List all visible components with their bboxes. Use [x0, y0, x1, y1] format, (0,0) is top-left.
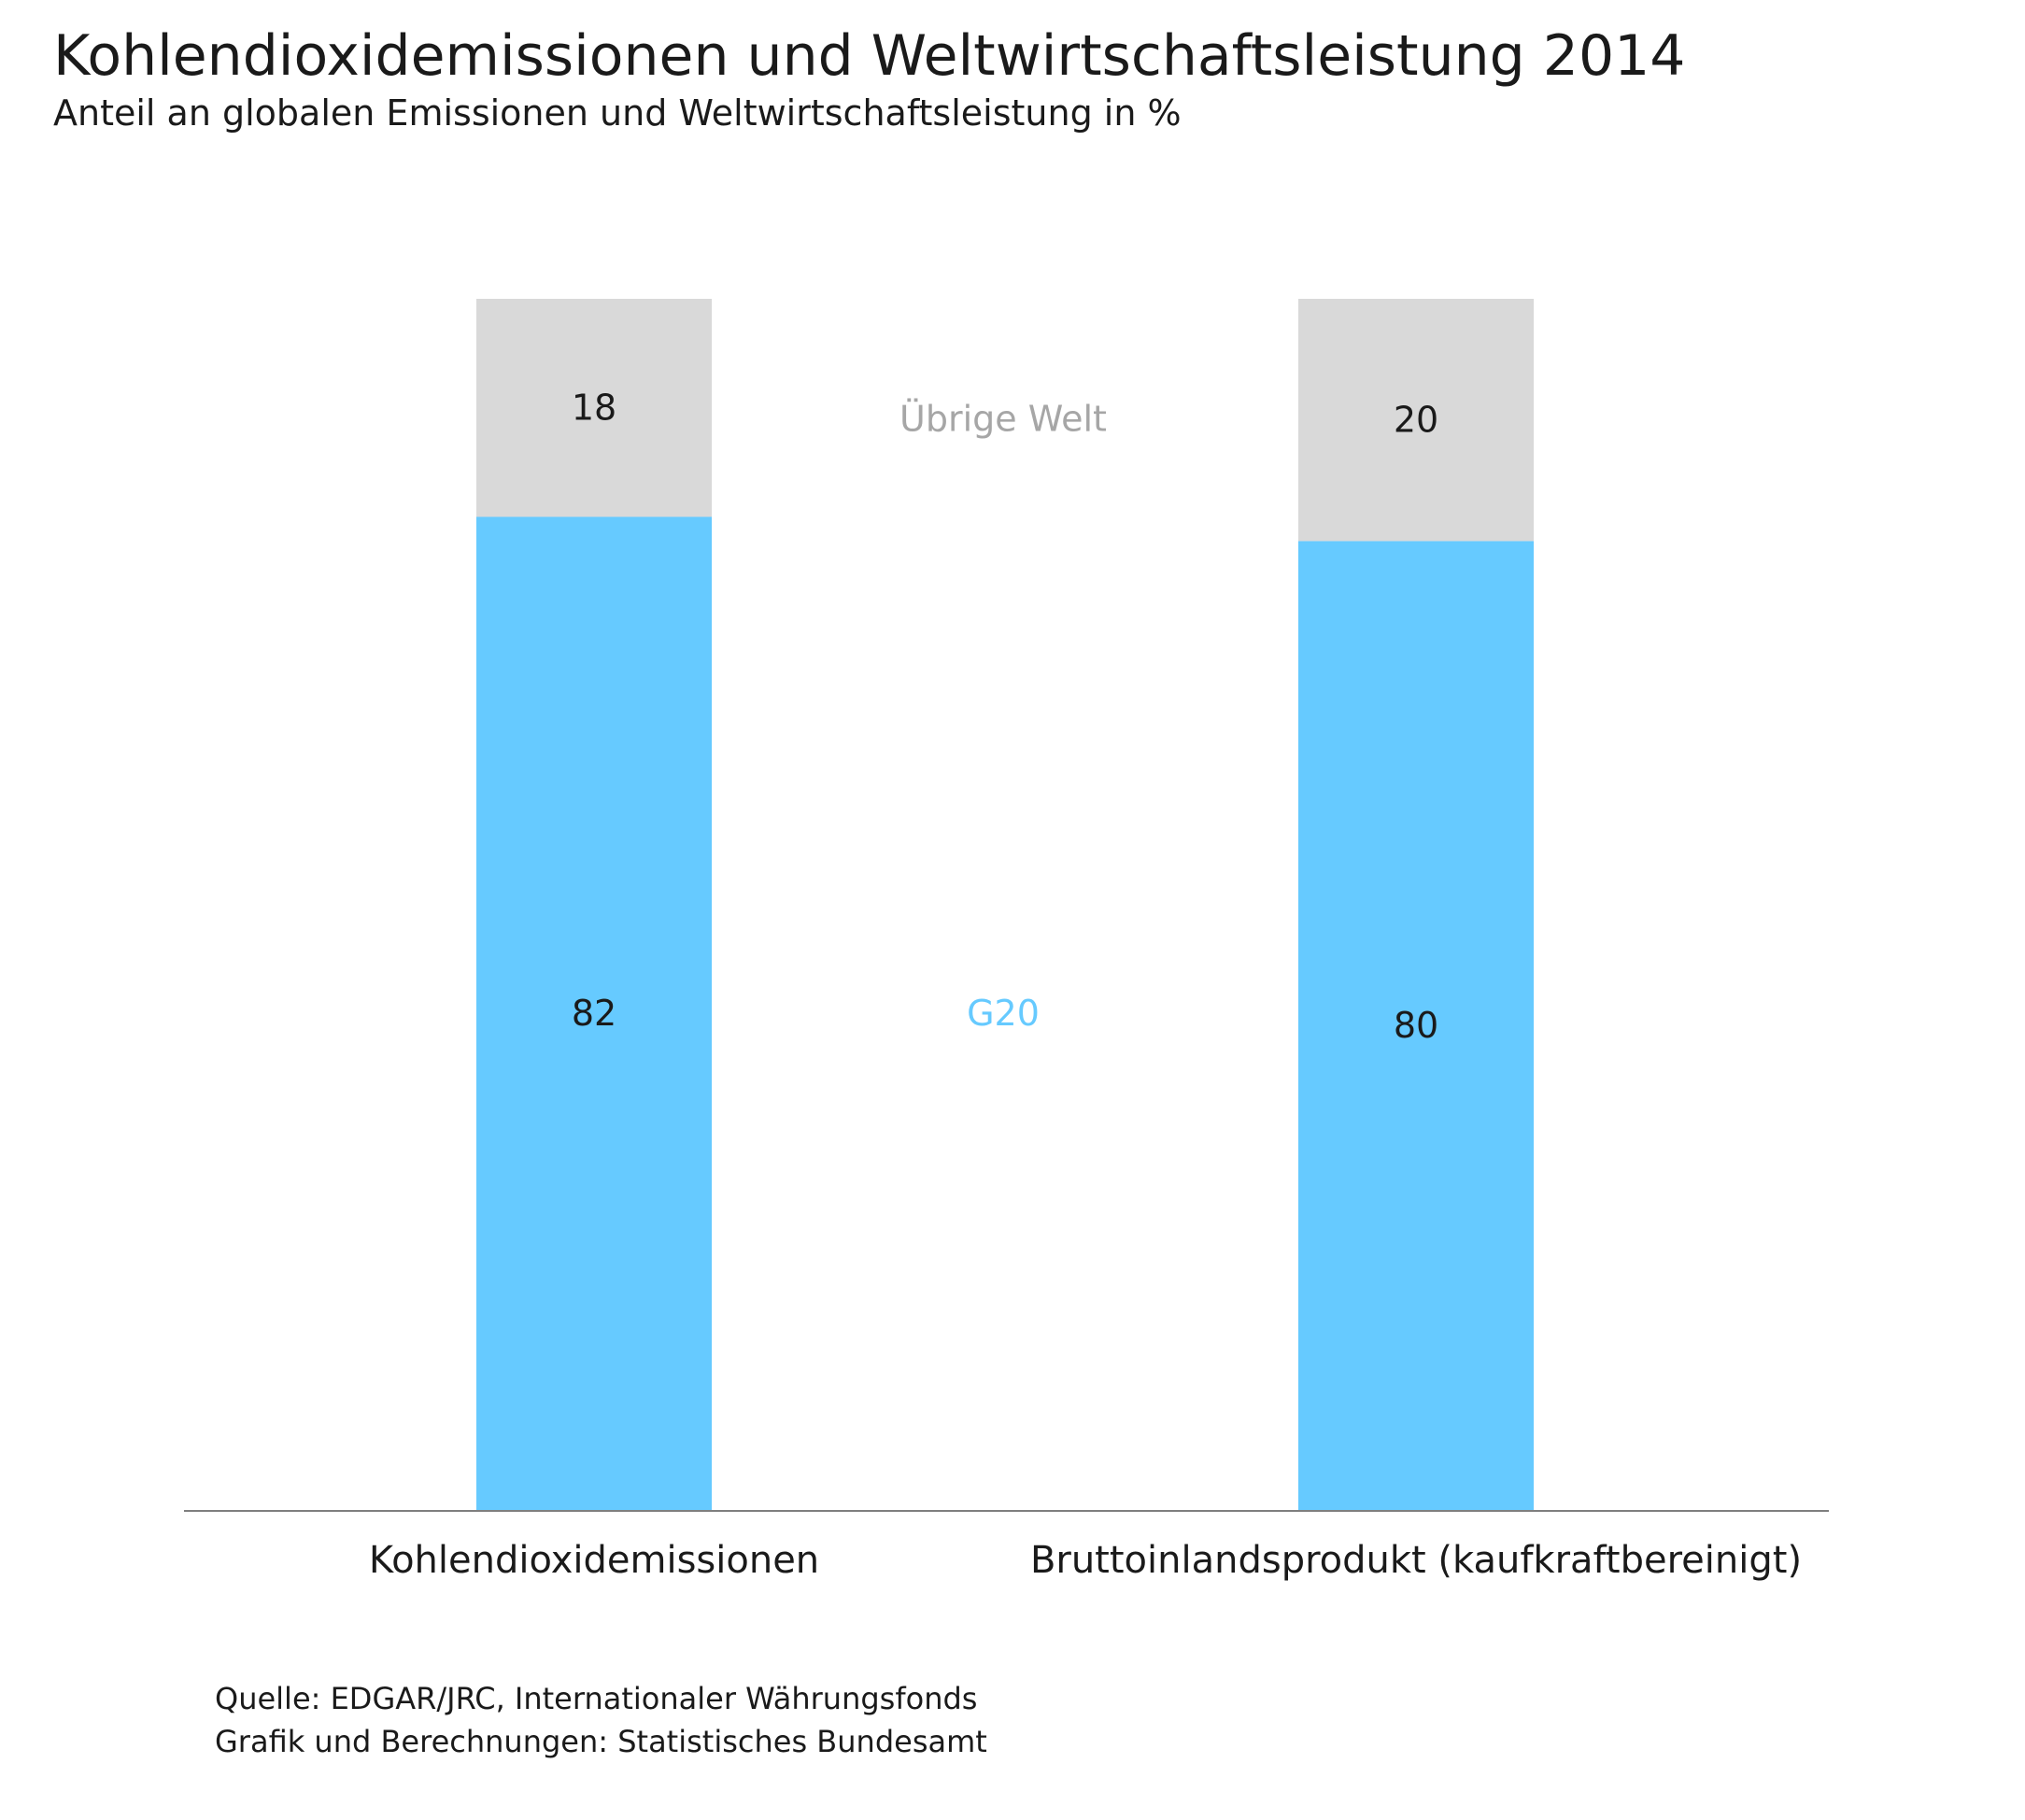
bar-g20-1 [476, 516, 712, 1511]
chart-subtitle: Anteil an globalen Emissionen und Weltwi… [53, 92, 1182, 134]
category-labels-group: Kohlendioxidemissionen Bruttoinlandsprodu… [369, 1539, 1802, 1582]
legend-label-g20: G20 [967, 993, 1040, 1034]
source-line-1: Quelle: EDGAR/JRC, Internationaler Währu… [215, 1681, 978, 1716]
legend-label-rest: Übrige Welt [899, 399, 1107, 440]
value-label-g20-2: 80 [1394, 1005, 1438, 1046]
value-label-g20-1: 82 [572, 993, 616, 1034]
legend-group: G20 Übrige Welt [899, 399, 1107, 1034]
bar-g20-2 [1298, 541, 1534, 1510]
value-label-rest-1: 18 [572, 388, 616, 429]
source-note: Quelle: EDGAR/JRC, Internationaler Währu… [215, 1677, 987, 1763]
category-label-2: Bruttoinlandsprodukt (kaufkraftbereinigt… [1030, 1539, 1802, 1582]
value-labels-group: 82 18 80 20 [572, 388, 1438, 1046]
stacked-bar-chart: 82 18 80 20 G20 Übrige Welt Kohlendioxidemis… [184, 299, 1829, 1582]
value-label-rest-2: 20 [1394, 400, 1438, 441]
source-line-2: Grafik und Berechnungen: Statistisches B… [215, 1724, 987, 1759]
chart-title: Kohlendioxidemissionen und Weltwirtschaf… [53, 23, 1686, 89]
category-label-1: Kohlendioxidemissionen [369, 1539, 819, 1582]
bar-rest-1 [476, 299, 712, 517]
bars-group [476, 299, 1534, 1511]
bar-rest-2 [1298, 299, 1534, 542]
